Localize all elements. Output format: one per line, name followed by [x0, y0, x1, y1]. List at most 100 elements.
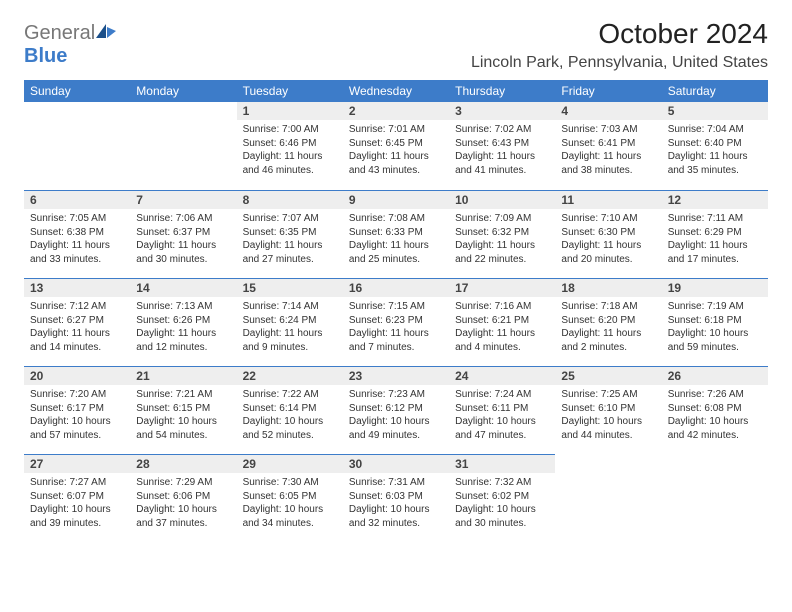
day-line-sr: Sunrise: 7:03 AM	[561, 123, 655, 137]
day-content: Sunrise: 7:19 AMSunset: 6:18 PMDaylight:…	[662, 297, 768, 360]
day-line-d1: Daylight: 11 hours	[668, 150, 762, 164]
logo-text-general: General	[24, 22, 95, 44]
day-line-d2: and 34 minutes.	[243, 517, 337, 531]
day-line-d2: and 14 minutes.	[30, 341, 124, 355]
day-content: Sunrise: 7:23 AMSunset: 6:12 PMDaylight:…	[343, 385, 449, 448]
day-line-sr: Sunrise: 7:15 AM	[349, 300, 443, 314]
day-content: Sunrise: 7:13 AMSunset: 6:26 PMDaylight:…	[130, 297, 236, 360]
day-line-d2: and 33 minutes.	[30, 253, 124, 267]
day-content: Sunrise: 7:02 AMSunset: 6:43 PMDaylight:…	[449, 120, 555, 183]
day-line-ss: Sunset: 6:40 PM	[668, 137, 762, 151]
day-line-d1: Daylight: 11 hours	[561, 150, 655, 164]
logo-text-blue: Blue	[24, 45, 67, 67]
day-line-d2: and 4 minutes.	[455, 341, 549, 355]
dayname-fri: Friday	[555, 80, 661, 102]
calendar-cell: 9Sunrise: 7:08 AMSunset: 6:33 PMDaylight…	[343, 190, 449, 278]
day-content: Sunrise: 7:31 AMSunset: 6:03 PMDaylight:…	[343, 473, 449, 536]
header: General Blue October 2024 Lincoln Park, …	[24, 18, 768, 72]
day-line-d2: and 59 minutes.	[668, 341, 762, 355]
day-line-ss: Sunset: 6:27 PM	[30, 314, 124, 328]
calendar-week: 27Sunrise: 7:27 AMSunset: 6:07 PMDayligh…	[24, 454, 768, 542]
day-line-sr: Sunrise: 7:07 AM	[243, 212, 337, 226]
day-number: 5	[662, 102, 768, 120]
day-line-d2: and 20 minutes.	[561, 253, 655, 267]
calendar-cell: 6 Sunrise: 7:05 AMSunset: 6:38 PMDaylight…	[24, 190, 130, 278]
day-line-sr: Sunrise: 7:31 AM	[349, 476, 443, 490]
calendar-week: 20Sunrise: 7:20 AMSunset: 6:17 PMDayligh…	[24, 366, 768, 454]
calendar-cell: 12Sunrise: 7:11 AMSunset: 6:29 PMDayligh…	[662, 190, 768, 278]
calendar-cell: 24Sunrise: 7:24 AMSunset: 6:11 PMDayligh…	[449, 366, 555, 454]
day-content: Sunrise: 7:06 AMSunset: 6:37 PMDaylight:…	[130, 209, 236, 272]
day-line-d1: Daylight: 11 hours	[30, 327, 124, 341]
day-line-sr: Sunrise: 7:30 AM	[243, 476, 337, 490]
day-number: 10	[449, 190, 555, 209]
day-line-d2: and 35 minutes.	[668, 164, 762, 178]
calendar-cell: 25Sunrise: 7:25 AMSunset: 6:10 PMDayligh…	[555, 366, 661, 454]
day-line-d1: Daylight: 11 hours	[136, 239, 230, 253]
day-number: 16	[343, 278, 449, 297]
day-content: Sunrise: 7:25 AMSunset: 6:10 PMDaylight:…	[555, 385, 661, 448]
day-line-ss: Sunset: 6:43 PM	[455, 137, 549, 151]
day-line-d2: and 7 minutes.	[349, 341, 443, 355]
day-line-sr: Sunrise: 7:09 AM	[455, 212, 549, 226]
calendar-week: 6Sunrise: 7:05 AMSunset: 6:38 PMDaylight…	[24, 190, 768, 278]
day-content: Sunrise: 7:27 AMSunset: 6:07 PMDaylight:…	[24, 473, 130, 536]
day-line-d2: and 41 minutes.	[455, 164, 549, 178]
calendar-cell: 30Sunrise: 7:31 AMSunset: 6:03 PMDayligh…	[343, 454, 449, 542]
calendar-cell: 26Sunrise: 7:26 AMSunset: 6:08 PMDayligh…	[662, 366, 768, 454]
day-line-sr: Sunrise: 7:05 AM	[30, 212, 124, 226]
day-line-sr: Sunrise: 7:08 AM	[349, 212, 443, 226]
day-number: 24	[449, 366, 555, 385]
day-line-d1: Daylight: 10 hours	[30, 415, 124, 429]
dayname-mon: Monday	[130, 80, 236, 102]
day-line-ss: Sunset: 6:17 PM	[30, 402, 124, 416]
day-line-ss: Sunset: 6:37 PM	[136, 226, 230, 240]
day-line-sr: Sunrise: 7:04 AM	[668, 123, 762, 137]
day-line-d2: and 22 minutes.	[455, 253, 549, 267]
day-number: 6	[24, 190, 130, 209]
calendar-table: Sunday Monday Tuesday Wednesday Thursday…	[24, 80, 768, 542]
calendar-cell: 28Sunrise: 7:29 AMSunset: 6:06 PMDayligh…	[130, 454, 236, 542]
day-content	[24, 120, 130, 129]
day-line-d1: Daylight: 11 hours	[243, 239, 337, 253]
day-line-ss: Sunset: 6:10 PM	[561, 402, 655, 416]
page-title: October 2024	[471, 18, 768, 50]
calendar-cell: 17Sunrise: 7:16 AMSunset: 6:21 PMDayligh…	[449, 278, 555, 366]
day-line-d2: and 30 minutes.	[455, 517, 549, 531]
day-line-ss: Sunset: 6:11 PM	[455, 402, 549, 416]
day-line-ss: Sunset: 6:24 PM	[243, 314, 337, 328]
day-number: 2	[343, 102, 449, 120]
day-line-d2: and 43 minutes.	[349, 164, 443, 178]
day-line-d1: Daylight: 11 hours	[30, 239, 124, 253]
day-number: 8	[237, 190, 343, 209]
day-line-ss: Sunset: 6:46 PM	[243, 137, 337, 151]
calendar-cell: 1Sunrise: 7:00 AMSunset: 6:46 PMDaylight…	[237, 102, 343, 190]
day-line-ss: Sunset: 6:41 PM	[561, 137, 655, 151]
calendar-cell: 11Sunrise: 7:10 AMSunset: 6:30 PMDayligh…	[555, 190, 661, 278]
day-line-d1: Daylight: 11 hours	[136, 327, 230, 341]
day-line-d2: and 44 minutes.	[561, 429, 655, 443]
day-line-d2: and 52 minutes.	[243, 429, 337, 443]
day-line-d2: and 57 minutes.	[30, 429, 124, 443]
day-line-d2: and 2 minutes.	[561, 341, 655, 355]
day-line-sr: Sunrise: 7:18 AM	[561, 300, 655, 314]
day-line-sr: Sunrise: 7:23 AM	[349, 388, 443, 402]
day-line-d1: Daylight: 11 hours	[561, 239, 655, 253]
day-content: Sunrise: 7:30 AMSunset: 6:05 PMDaylight:…	[237, 473, 343, 536]
calendar-cell: 3Sunrise: 7:02 AMSunset: 6:43 PMDaylight…	[449, 102, 555, 190]
day-line-d1: Daylight: 10 hours	[243, 503, 337, 517]
calendar-cell: 18Sunrise: 7:18 AMSunset: 6:20 PMDayligh…	[555, 278, 661, 366]
day-content: Sunrise: 7:10 AMSunset: 6:30 PMDaylight:…	[555, 209, 661, 272]
day-line-d2: and 39 minutes.	[30, 517, 124, 531]
day-line-d2: and 46 minutes.	[243, 164, 337, 178]
day-content: Sunrise: 7:00 AMSunset: 6:46 PMDaylight:…	[237, 120, 343, 183]
day-line-ss: Sunset: 6:02 PM	[455, 490, 549, 504]
day-line-d2: and 32 minutes.	[349, 517, 443, 531]
day-line-ss: Sunset: 6:15 PM	[136, 402, 230, 416]
day-line-ss: Sunset: 6:38 PM	[30, 226, 124, 240]
day-line-sr: Sunrise: 7:19 AM	[668, 300, 762, 314]
title-block: October 2024 Lincoln Park, Pennsylvania,…	[471, 18, 768, 72]
day-line-d1: Daylight: 10 hours	[349, 503, 443, 517]
day-content: Sunrise: 7:03 AMSunset: 6:41 PMDaylight:…	[555, 120, 661, 183]
day-number: 28	[130, 454, 236, 473]
